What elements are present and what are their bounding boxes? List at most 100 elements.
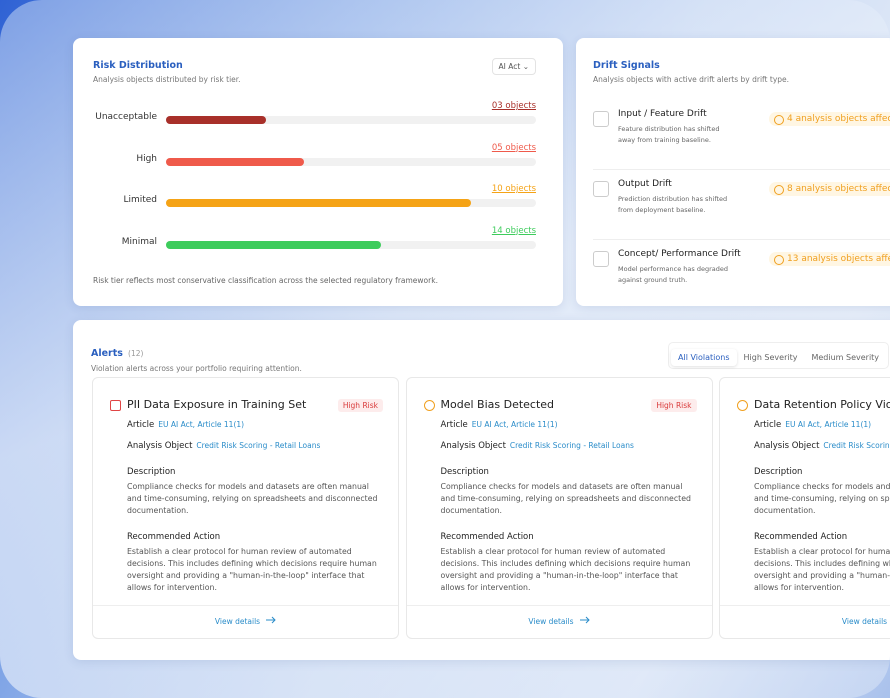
drift-icon <box>593 111 609 127</box>
tier-label: Minimal <box>121 236 157 247</box>
description-label: Description <box>127 467 176 477</box>
tier-label: High <box>136 153 157 164</box>
drift-item: Input / Feature Drift Feature distributio… <box>593 101 890 170</box>
alerts-card: Alerts (12) Violation alerts across your… <box>73 320 890 660</box>
object-link[interactable]: Credit Risk Scoring - Retail Loans <box>509 441 634 450</box>
object-label: Analysis Object <box>440 441 506 451</box>
article-row: Article EU AI Act, Article 11(1) <box>754 420 871 430</box>
action-label: Recommended Action <box>754 532 848 542</box>
alert-icon <box>110 400 121 411</box>
description-text: Compliance checks for models and dataset… <box>754 482 890 515</box>
arrow-icon <box>579 616 590 624</box>
tier-track <box>166 199 536 207</box>
dropdown-label: AI Act <box>498 62 521 71</box>
tier-count[interactable]: 10 objects <box>491 184 536 194</box>
description-label: Description <box>440 467 489 477</box>
tier-count[interactable]: 05 objects <box>491 142 536 153</box>
filter-tab[interactable]: Medium Severity <box>811 353 880 362</box>
tier-track <box>166 157 536 166</box>
risk-footnote: Risk tier reflects most conservative cla… <box>93 276 438 285</box>
risk-subtitle: Analysis objects distributed by risk tie… <box>93 75 241 84</box>
tier-track <box>166 240 536 249</box>
filter-tab[interactable]: High Severity <box>743 353 798 362</box>
drift-item-title: Output Drift <box>618 179 672 189</box>
tabs: All Violations High Severity Medium Severi… <box>668 342 890 369</box>
alert-card: Model Bias Detected High Risk Article EU AI… <box>405 377 713 639</box>
view-details[interactable]: View details <box>720 605 890 638</box>
drift-item-description: Prediction distribution has shifted from… <box>618 195 728 214</box>
drift-item-title: Concept/ Performance Drift <box>618 249 741 259</box>
severity-pill: High Risk <box>651 399 697 412</box>
risk-title: Risk Distribution <box>93 60 183 71</box>
alert-title: Data Retention Policy Violation <box>754 398 890 411</box>
alert-title: Model Bias Detected <box>440 398 555 411</box>
object-label: Analysis Object <box>127 441 193 451</box>
action-text: Establish a clear protocol for human rev… <box>754 547 890 592</box>
tier-count[interactable]: 14 objects <box>491 225 536 236</box>
view-details[interactable]: View details <box>93 605 398 638</box>
article-link[interactable]: EU AI Act, Article 11(1) <box>471 420 558 429</box>
drift-icon <box>593 251 609 267</box>
view-details-label[interactable]: View details <box>214 617 261 626</box>
alerts-count: (12) <box>128 349 144 358</box>
view-details-label[interactable]: View details <box>528 617 574 626</box>
drift-item-description: Feature distribution has shifted away fr… <box>618 125 720 144</box>
article-link[interactable]: EU AI Act, Article 11(1) <box>158 420 245 429</box>
badge-icon <box>774 255 784 265</box>
alert-card: Data Retention Policy Violation ArticleEU… <box>719 377 890 639</box>
drift-badge: 4 analysis objects affected <box>769 112 890 126</box>
tier-bar <box>166 116 266 124</box>
description-text: Compliance checks for models and dataset… <box>440 482 691 515</box>
tier-label: Unacceptable <box>95 112 157 122</box>
drift-item: Concept/ Performance Drift Model performa… <box>593 241 890 306</box>
drift-subtitle: Analysis objects with active drift alert… <box>593 75 790 84</box>
drift-badge: 8 analysis objects affected <box>769 182 890 196</box>
article-link[interactable]: EU AI Act, Article 11(1) <box>785 420 872 429</box>
object-label: Analysis Object <box>754 441 820 451</box>
alert-icon <box>737 400 748 411</box>
description-label: Description <box>754 467 803 477</box>
alert-title: PII Data Exposure in Training Set <box>127 398 307 411</box>
tier-label: Limited <box>123 195 157 205</box>
action-text: Establish a clear protocol for human rev… <box>440 547 691 592</box>
badge-icon <box>774 115 784 125</box>
drift-item: Output Drift Prediction distribution has … <box>593 171 890 240</box>
tier-bar <box>166 157 304 166</box>
drift-icon <box>593 181 609 197</box>
view-details[interactable]: View details <box>406 605 712 638</box>
risk-card: Risk Distribution Analysis objects distr… <box>73 38 563 306</box>
object-link[interactable]: Credit Risk Scoring - Retail Loans <box>823 441 890 450</box>
drift-card: Drift Signals Analysis objects with acti… <box>576 38 890 306</box>
alerts-title: Alerts <box>91 348 123 359</box>
tier-count[interactable]: 03 objects <box>491 101 536 111</box>
filter-tab[interactable]: All Violations <box>671 349 737 366</box>
action-label: Recommended Action <box>440 532 534 542</box>
description-text: Compliance checks for models and dataset… <box>127 482 378 515</box>
action-text: Establish a clear protocol for human rev… <box>127 547 377 592</box>
alerts-subtitle: Violation alerts across your portfolio r… <box>91 364 302 373</box>
badge-icon <box>774 185 784 195</box>
tier-bar <box>166 199 471 207</box>
article-row: Article EU AI Act, Article 11(1) <box>127 420 244 430</box>
tier-track <box>166 116 536 124</box>
arrow-icon <box>266 616 276 624</box>
article-row: Article EU AI Act, Article 11(1) <box>441 420 558 430</box>
framework-dropdown[interactable]: AI Act ⌄ <box>491 58 536 75</box>
tier-bar <box>166 240 381 249</box>
alert-icon <box>423 400 435 411</box>
article-label: Article <box>754 420 782 430</box>
object-link[interactable]: Credit Risk Scoring - Retail Loans <box>196 441 321 450</box>
article-label: Article <box>440 420 468 430</box>
drift-title: Drift Signals <box>593 60 660 71</box>
article-label: Article <box>127 420 155 430</box>
action-label: Recommended Action <box>127 532 221 542</box>
view-details-label[interactable]: View details <box>841 617 888 626</box>
drift-item-title: Input / Feature Drift <box>618 109 707 119</box>
alert-card: PII Data Exposure in Training Set High Ri… <box>92 377 399 639</box>
severity-pill: High Risk <box>337 399 383 412</box>
